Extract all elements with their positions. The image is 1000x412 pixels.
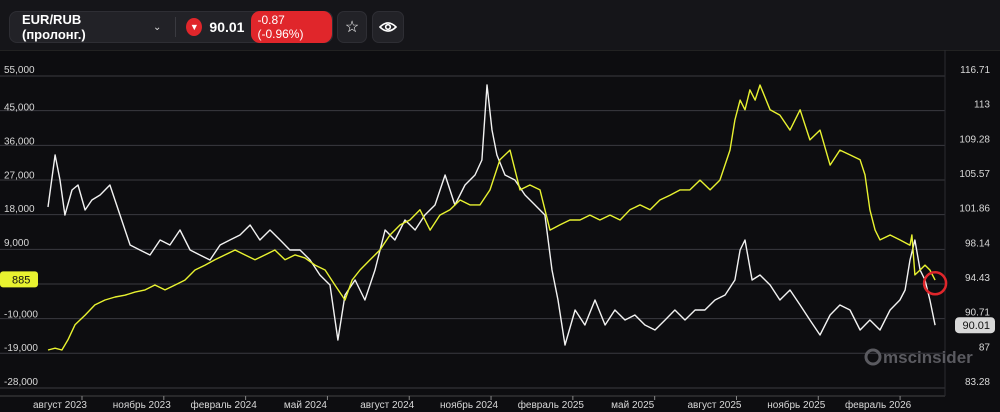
eye-icon <box>379 22 397 32</box>
x-axis-tick: февраль 2026 <box>845 399 912 411</box>
highlight-circle <box>922 271 948 296</box>
right-axis-tick: 101.86 <box>959 204 990 215</box>
favorite-button[interactable]: ☆ <box>337 11 367 43</box>
left-axis-tick: -10,000 <box>4 309 38 320</box>
x-axis-tick: май 2025 <box>611 400 654 411</box>
right-axis-tick: 105.57 <box>959 169 990 180</box>
left-axis-tick: 45,000 <box>4 103 35 114</box>
watermark-logo-icon <box>864 348 882 366</box>
x-axis-tick: ноябрь 2025 <box>767 399 825 411</box>
x-axis-tick: май 2024 <box>284 400 327 411</box>
chevron-down-icon[interactable]: ⌄ <box>153 21 162 33</box>
right-axis-tick: 98.14 <box>965 238 990 249</box>
watch-button[interactable] <box>372 11 404 43</box>
left-axis-tick: 18,000 <box>4 204 35 215</box>
instrument-selector[interactable]: EUR/RUB (пролонг.) <box>22 12 86 42</box>
right-axis-tick: 116.71 <box>960 65 990 76</box>
x-axis-tick: февраль 2024 <box>190 399 257 411</box>
x-axis-tick: ноябрь 2023 <box>113 399 171 411</box>
star-icon: ☆ <box>344 19 360 36</box>
divider <box>175 17 177 37</box>
x-axis-tick: август 2025 <box>687 400 741 411</box>
triangle-down-icon: ▼ <box>186 18 203 36</box>
last-price: 90.01 <box>209 19 245 35</box>
right-axis-tick: 83.28 <box>965 377 990 388</box>
left-axis-tick: -28,000 <box>4 377 38 388</box>
left-axis-tick: 55,000 <box>4 65 35 76</box>
watermark-logo: mscinsider <box>883 348 973 367</box>
x-axis-tick: ноябрь 2024 <box>440 399 498 411</box>
left-axis-tick: -19,000 <box>4 343 38 354</box>
right-price-label: 90.01 <box>962 320 990 332</box>
right-axis-tick: 90.71 <box>965 308 990 319</box>
left-value-badge <box>0 271 38 288</box>
left-axis-tick: 9,000 <box>4 238 29 249</box>
right-axis-tick: 109.28 <box>959 134 990 145</box>
left-axis-tick: 27,000 <box>4 170 35 181</box>
x-axis-tick: август 2023 <box>33 400 87 411</box>
instrument-pill: EUR/RUB (пролонг.) ⌄ ▼ 90.01 -0.87 (-0.9… <box>9 11 333 43</box>
series-line-secondary <box>47 84 936 351</box>
right-axis-tick: 94.43 <box>965 273 990 284</box>
left-axis-tick: 36,000 <box>4 136 35 147</box>
toolbar: EUR/RUB (пролонг.) ⌄ ▼ 90.01 -0.87 (-0.9… <box>0 0 1000 51</box>
right-axis-tick: 113 <box>974 100 990 111</box>
right-axis-tick: 87 <box>979 342 991 353</box>
series-line-eur-rub <box>47 84 936 346</box>
left-value-label: 885 <box>12 274 30 286</box>
x-axis-tick: февраль 2025 <box>518 399 585 411</box>
change-badge: -0.87 (-0.96%) <box>251 11 332 43</box>
right-price-badge <box>955 317 995 334</box>
x-axis-tick: август 2024 <box>360 400 414 411</box>
